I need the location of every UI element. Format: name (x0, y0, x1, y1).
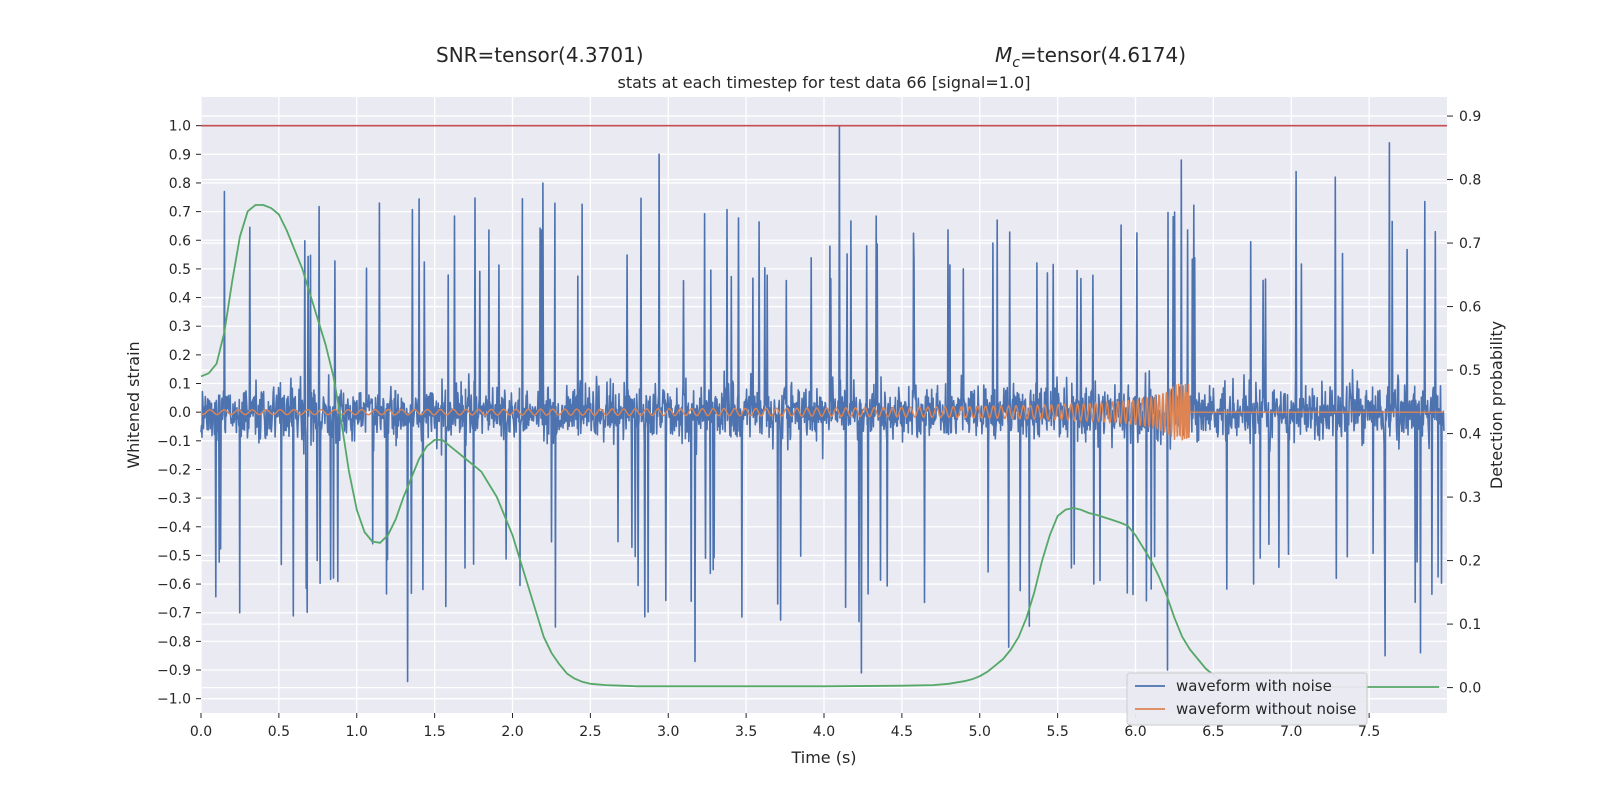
legend-label-clean: waveform without noise (1176, 700, 1356, 718)
x-tick-label: 5.0 (969, 724, 991, 740)
y2-tick-label: 0.5 (1459, 363, 1481, 379)
x-tick-label: 0.5 (268, 724, 290, 740)
y2-axis-ticks: 0.9 0.8 0.7 0.6 0.5 0.4 0.3 0.2 0.1 0.0 (1447, 109, 1481, 697)
y-tick-label: −0.5 (157, 548, 191, 564)
x-tick-label: 6.0 (1124, 724, 1146, 740)
noisy-waveform-layer (200, 124, 1445, 683)
y-tick-label: 0.1 (169, 377, 191, 393)
y-tick-label: −0.4 (157, 520, 191, 536)
chirp-mass-symbol: M (995, 43, 1012, 67)
x-axis-label: Time (s) (790, 748, 856, 767)
y2-tick-label: 0.8 (1459, 173, 1481, 189)
chart-title: stats at each timestep for test data 66 … (618, 73, 1031, 92)
legend-label-noisy: waveform with noise (1176, 677, 1332, 695)
x-tick-label: 3.0 (657, 724, 679, 740)
y-tick-label: 0.3 (169, 319, 191, 335)
series-noisy-line (200, 124, 1445, 683)
x-tick-label: 0.0 (190, 724, 212, 740)
y-tick-label: 0.8 (169, 176, 191, 192)
x-tick-label: 7.5 (1358, 724, 1380, 740)
y-tick-label: 0.9 (169, 147, 191, 163)
y-tick-label: 0.7 (169, 205, 191, 221)
clean-waveform-layer (200, 383, 1444, 441)
y-tick-label: 0.0 (169, 405, 191, 421)
x-tick-label: 2.0 (501, 724, 523, 740)
y2-tick-label: 0.1 (1459, 617, 1481, 633)
y-tick-label: −0.6 (157, 577, 191, 593)
y-tick-label: −0.8 (157, 634, 191, 650)
y-tick-label: −0.3 (157, 491, 191, 507)
y-axis-ticks: 1.0 0.9 0.8 0.7 0.6 0.5 0.4 0.3 0.2 0.1 0.0 −0.1 −0.… (157, 119, 201, 708)
y2-tick-label: 0.4 (1459, 427, 1481, 443)
y-tick-label: 0.6 (169, 233, 191, 249)
chirp-mass-value: =tensor(4.6174) (1020, 43, 1186, 67)
y2-tick-label: 0.9 (1459, 109, 1481, 125)
y-tick-label: −0.1 (157, 434, 191, 450)
y2-tick-label: 0.7 (1459, 236, 1481, 252)
legend-box (1126, 672, 1368, 726)
y2-tick-label: 0.2 (1459, 554, 1481, 570)
series-clean-line (200, 383, 1444, 441)
y-tick-label: 0.2 (169, 348, 191, 364)
y-tick-label: −0.2 (157, 462, 191, 478)
y2-tick-label: 0.3 (1459, 490, 1481, 506)
y-tick-label: 0.5 (169, 262, 191, 278)
series-probability-line (200, 204, 1440, 688)
y-tick-label: 0.4 (169, 291, 191, 307)
x-tick-label: 5.5 (1046, 724, 1068, 740)
header-chirp-mass: Mc=tensor(4.6174) (995, 43, 1186, 71)
x-tick-label: 4.5 (891, 724, 913, 740)
x-tick-label: 1.0 (346, 724, 368, 740)
legend: waveform with noise waveform without noi… (1126, 672, 1368, 726)
y2-tick-label: 0.0 (1459, 681, 1481, 697)
y-tick-label: 1.0 (169, 119, 191, 135)
x-tick-label: 6.5 (1202, 724, 1224, 740)
y2-axis-label: Detection probability (1487, 321, 1506, 489)
x-axis-ticks: 0.0 0.5 1.0 1.5 2.0 2.5 3.0 3.5 4.0 4.5 5.0 5.5 6.0 6… (190, 713, 1380, 740)
y2-tick-label: 0.6 (1459, 300, 1481, 316)
probability-layer (200, 204, 1440, 688)
x-tick-label: 1.5 (423, 724, 445, 740)
x-tick-label: 2.5 (579, 724, 601, 740)
chirp-mass-subscript: c (1012, 55, 1020, 71)
header-snr: SNR=tensor(4.3701) (436, 43, 644, 67)
y-tick-label: −1.0 (157, 692, 191, 708)
y-tick-label: −0.7 (157, 606, 191, 622)
x-tick-label: 4.0 (813, 724, 835, 740)
y-axis-label: Whitened strain (124, 341, 143, 468)
x-tick-label: 7.0 (1280, 724, 1302, 740)
y-tick-label: −0.9 (157, 663, 191, 679)
x-tick-label: 3.5 (735, 724, 757, 740)
